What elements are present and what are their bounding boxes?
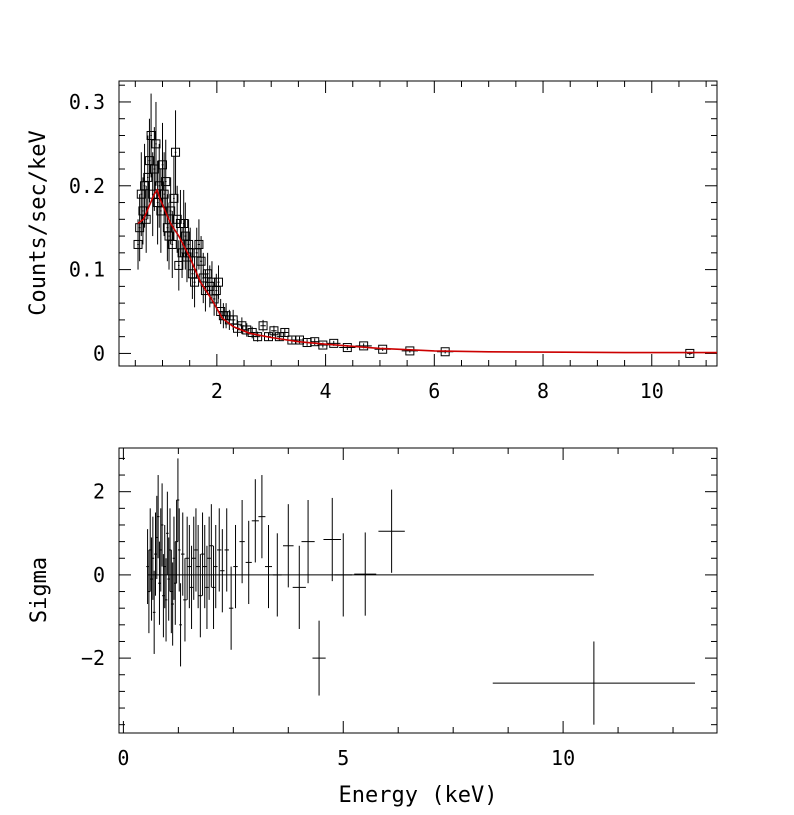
spectrum-y-axis-label: Counts/sec/keV	[26, 130, 51, 315]
data-point-marker	[190, 277, 200, 287]
data-point-marker	[359, 341, 369, 351]
x-tick-label: 2	[211, 379, 223, 403]
data-point-marker	[258, 321, 268, 331]
residuals-panel: 0 5 10 −2 0 2 Sigma Energy (keV)	[27, 447, 718, 808]
residuals-plot-frame	[118, 447, 718, 734]
spectrum-ticks	[119, 81, 717, 366]
data-point-marker	[143, 172, 153, 182]
x-tick-label: 4	[320, 379, 332, 403]
spectrum-tick-labels: 2 4 6 8 10 0 0.1 0.2 0.3	[69, 90, 664, 403]
data-point-marker	[280, 327, 290, 337]
residuals-data-points	[146, 458, 696, 725]
spectrum-plot-frame	[118, 80, 718, 367]
y-tick-label: 0	[93, 563, 105, 587]
x-tick-label: 6	[428, 379, 440, 403]
x-tick-label: 5	[337, 746, 349, 770]
x-tick-label: 10	[640, 379, 664, 403]
data-point-marker	[171, 147, 181, 157]
data-point-marker	[166, 206, 176, 216]
data-point-marker	[213, 277, 223, 287]
data-point-marker	[405, 346, 415, 356]
data-point-marker	[169, 193, 179, 203]
data-point-marker	[196, 256, 206, 266]
y-tick-label: 0.1	[69, 258, 105, 282]
residuals-ticks	[119, 448, 717, 733]
data-point-marker	[342, 343, 352, 353]
y-tick-label: −2	[81, 646, 105, 670]
data-point-marker	[179, 219, 189, 228]
model-curve	[137, 188, 717, 354]
data-point-marker	[146, 130, 156, 140]
x-tick-label: 10	[551, 746, 575, 770]
spectrum-panel: 2 4 6 8 10 0 0.1 0.2 0.3 Counts/sec/keV	[26, 80, 718, 403]
spectrum-model-line	[137, 188, 717, 354]
data-point-marker	[151, 139, 161, 149]
data-point-marker	[135, 223, 145, 233]
data-point-marker	[157, 160, 167, 170]
residuals-x-axis-label: Energy (keV)	[339, 783, 498, 808]
data-point-marker	[329, 338, 339, 348]
x-tick-label: 0	[117, 746, 129, 770]
residuals-tick-labels: 0 5 10 −2 0 2	[81, 480, 575, 770]
y-tick-label: 0.3	[69, 90, 105, 114]
data-point-marker	[161, 177, 171, 187]
y-tick-label: 2	[93, 480, 105, 504]
y-tick-label: 0	[93, 341, 105, 365]
y-tick-label: 0.2	[69, 174, 105, 198]
data-point-marker	[174, 260, 184, 270]
data-point-marker	[253, 332, 263, 342]
x-tick-label: 8	[537, 379, 549, 403]
spectrum-data-points	[133, 93, 695, 358]
data-point-marker	[685, 348, 695, 358]
residuals-y-axis-label: Sigma	[27, 557, 52, 623]
data-point-marker	[269, 326, 279, 336]
data-point-marker	[144, 156, 154, 166]
data-point-marker	[194, 239, 204, 249]
data-point-marker	[133, 239, 143, 249]
data-point-marker	[167, 239, 177, 249]
data-point-marker	[159, 189, 169, 199]
